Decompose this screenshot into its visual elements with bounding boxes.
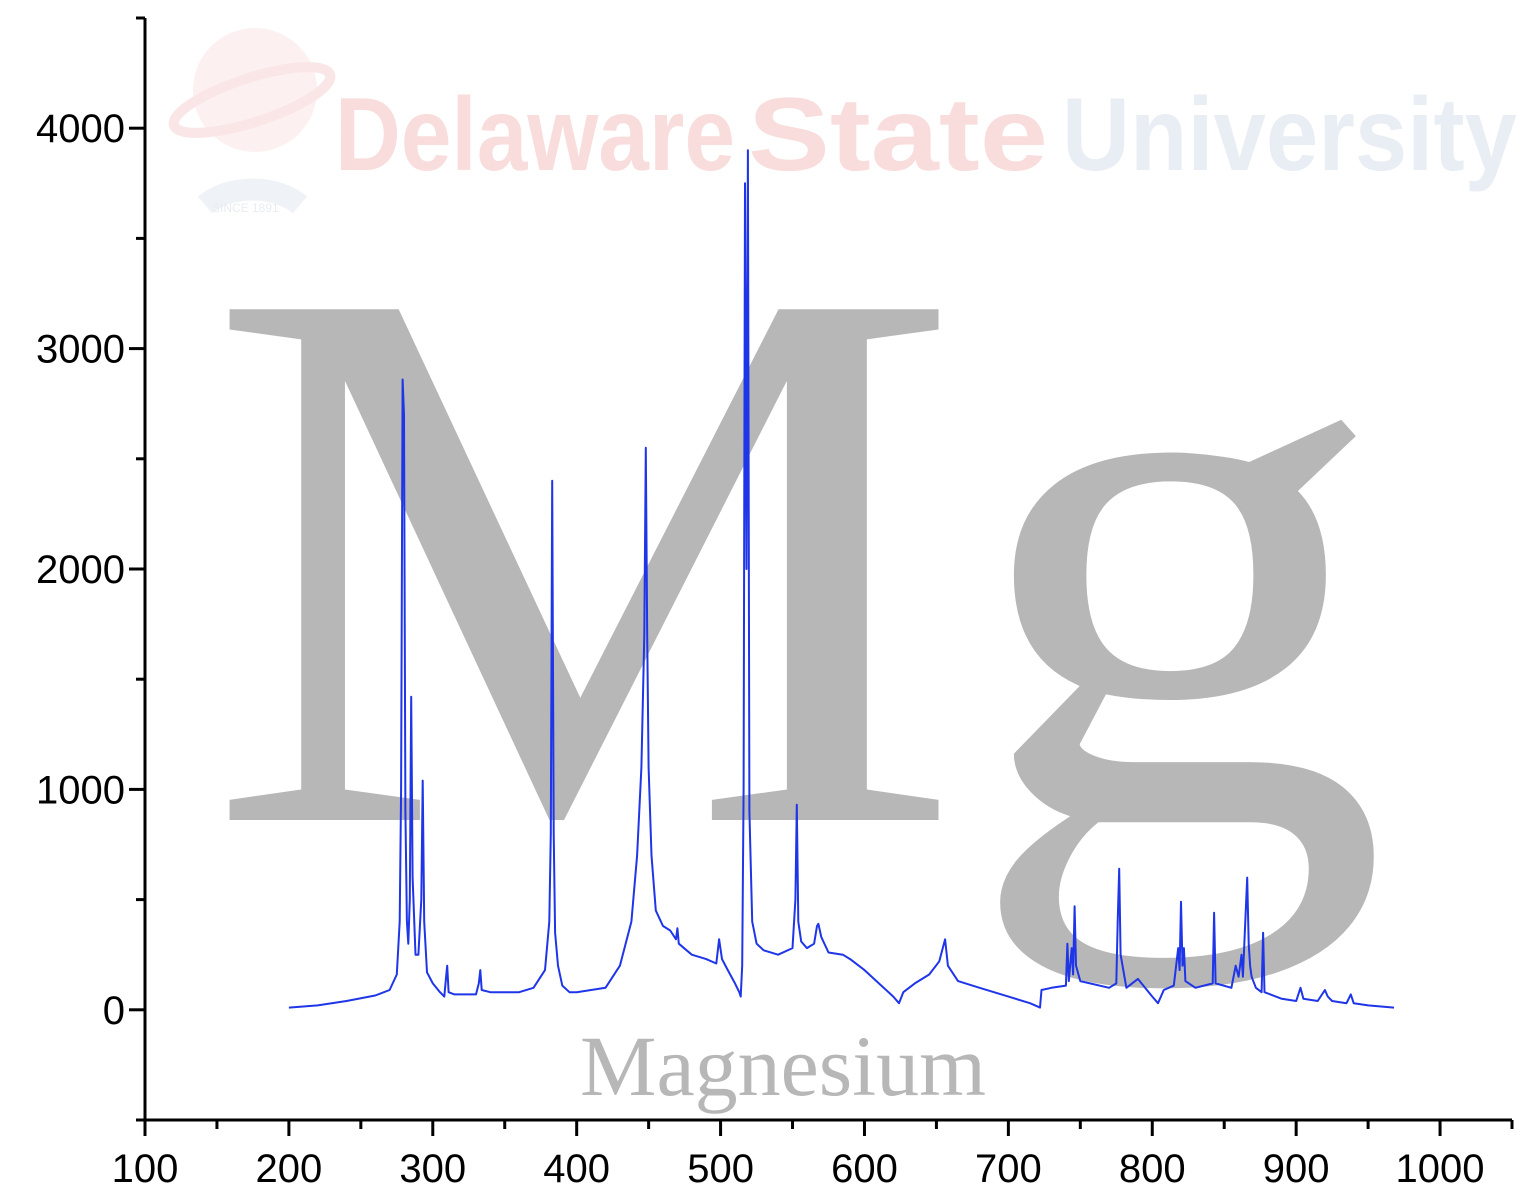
y-tick-label: 1000 — [36, 768, 125, 812]
y-tick-label: 4000 — [36, 107, 125, 151]
y-tick-label: 3000 — [36, 328, 125, 372]
x-tick-label: 800 — [1119, 1147, 1186, 1191]
y-tick-labels: 0 1000 2000 3000 4000 — [36, 107, 125, 1033]
x-tick-label: 1000 — [1396, 1147, 1485, 1191]
globe-logo: SINCE 1891 — [168, 28, 336, 215]
x-ticks — [143, 1120, 1514, 1136]
x-tick-labels: 100 200 300 400 500 600 700 800 900 1000 — [112, 1147, 1485, 1191]
x-tick-label: 500 — [687, 1147, 754, 1191]
x-tick-label: 300 — [399, 1147, 466, 1191]
spectrum-line — [288, 149, 1395, 1009]
x-tick-label: 400 — [543, 1147, 610, 1191]
watermark-word-state: State — [748, 77, 1048, 193]
y-tick-label: 0 — [103, 989, 125, 1033]
watermark-word-delaware: Delaware — [335, 77, 735, 193]
x-tick-label: 100 — [112, 1147, 179, 1191]
x-tick-label: 600 — [831, 1147, 898, 1191]
y-tick-label: 2000 — [36, 548, 125, 592]
axes: 0 1000 2000 3000 4000 100 200 300 400 500 600 700 8… — [36, 16, 1514, 1191]
y-ticks — [129, 16, 145, 1122]
x-tick-label: 900 — [1263, 1147, 1330, 1191]
x-tick-label: 200 — [256, 1147, 323, 1191]
university-watermark: SINCE 1891 Delaware State University — [168, 28, 1517, 215]
element-name: Magnesium — [580, 1018, 986, 1114]
watermark-since-text: SINCE 1891 — [212, 201, 279, 215]
x-tick-label: 700 — [975, 1147, 1042, 1191]
watermark-word-university: University — [1062, 77, 1517, 193]
